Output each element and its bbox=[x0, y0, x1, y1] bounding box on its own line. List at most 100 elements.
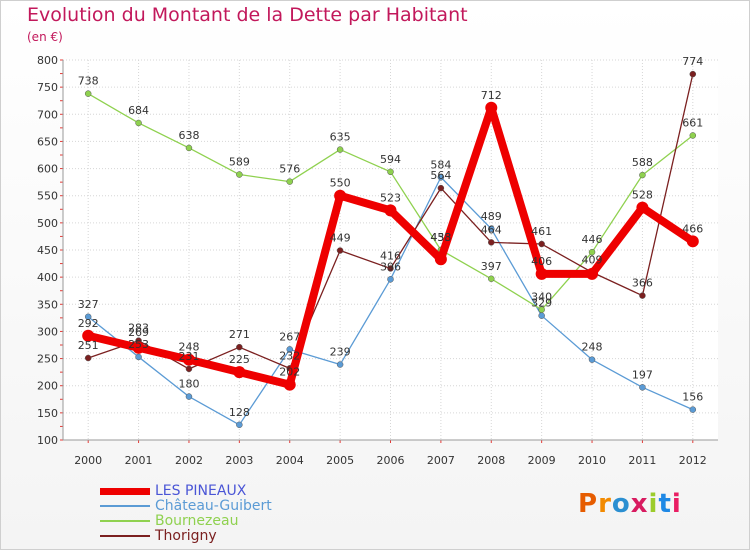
legend-swatch bbox=[100, 488, 150, 495]
legend-label: LES PINEAUX bbox=[155, 483, 247, 499]
legend-label: Château-Guibert bbox=[155, 498, 272, 514]
y-tick-label: 350 bbox=[37, 298, 58, 311]
data-label: 180 bbox=[178, 378, 199, 391]
data-point bbox=[82, 329, 95, 342]
data-point bbox=[639, 292, 646, 299]
x-tick-label: 2010 bbox=[578, 454, 606, 467]
legend-label: Bournezeau bbox=[155, 513, 239, 529]
y-tick-label: 200 bbox=[37, 380, 58, 393]
data-label: 594 bbox=[380, 153, 401, 166]
logo-letter: t bbox=[658, 489, 672, 519]
data-label: 635 bbox=[330, 131, 351, 144]
chart-subtitle: (en €) bbox=[27, 30, 63, 44]
data-point bbox=[236, 343, 243, 351]
data-label: 738 bbox=[78, 75, 99, 88]
data-point bbox=[636, 201, 649, 214]
data-label: 464 bbox=[481, 223, 502, 236]
data-label: 550 bbox=[330, 177, 351, 190]
data-point bbox=[588, 248, 596, 256]
data-label: 446 bbox=[582, 233, 603, 246]
data-label: 239 bbox=[330, 346, 351, 359]
data-label: 584 bbox=[430, 158, 451, 171]
x-tick-label: 2004 bbox=[276, 454, 304, 467]
data-label: 528 bbox=[632, 189, 653, 202]
data-label: 340 bbox=[531, 291, 552, 304]
x-tick-label: 2009 bbox=[528, 454, 556, 467]
data-point bbox=[437, 174, 445, 181]
y-tick-label: 750 bbox=[37, 81, 58, 94]
data-label: 251 bbox=[78, 339, 99, 352]
data-label: 128 bbox=[229, 406, 250, 419]
data-label: 396 bbox=[380, 260, 401, 273]
data-point bbox=[236, 421, 243, 429]
y-tick-label: 700 bbox=[37, 108, 58, 121]
data-label: 433 bbox=[430, 231, 451, 244]
data-label: 231 bbox=[178, 350, 199, 363]
x-tick-label: 2006 bbox=[377, 454, 405, 467]
data-label: 271 bbox=[229, 328, 250, 341]
data-point bbox=[686, 235, 699, 248]
data-label: 156 bbox=[682, 391, 703, 404]
y-tick-label: 250 bbox=[37, 353, 58, 366]
logo-letter: r bbox=[598, 489, 612, 519]
data-point bbox=[387, 168, 394, 176]
logo-letter: P bbox=[578, 489, 599, 519]
data-label: 197 bbox=[632, 368, 653, 381]
data-label: 712 bbox=[481, 89, 502, 102]
data-point bbox=[132, 341, 145, 354]
x-tick-label: 2002 bbox=[175, 454, 203, 467]
data-label: 283 bbox=[128, 322, 149, 335]
data-point bbox=[84, 354, 92, 362]
data-label: 564 bbox=[430, 169, 451, 182]
data-point bbox=[185, 365, 193, 373]
legend-swatch bbox=[100, 505, 150, 507]
data-label: 638 bbox=[178, 129, 199, 142]
data-label: 327 bbox=[78, 298, 99, 311]
data-label: 589 bbox=[229, 156, 250, 169]
data-point bbox=[84, 90, 92, 97]
legend-label: Thorigny bbox=[155, 528, 217, 544]
data-label: 329 bbox=[531, 297, 552, 310]
data-label: 406 bbox=[531, 255, 552, 268]
data-point bbox=[488, 275, 495, 283]
data-point bbox=[182, 353, 195, 366]
data-label: 397 bbox=[481, 260, 502, 273]
proxiti-logo: Proxiti bbox=[578, 489, 682, 519]
legend-swatch bbox=[100, 520, 150, 522]
data-point bbox=[384, 204, 397, 217]
chart-title: Evolution du Montant de la Dette par Hab… bbox=[27, 4, 468, 26]
data-label: 449 bbox=[330, 232, 351, 245]
y-tick-label: 800 bbox=[37, 54, 58, 67]
data-point bbox=[588, 356, 596, 363]
y-tick-label: 500 bbox=[37, 217, 58, 230]
data-point bbox=[387, 276, 394, 283]
data-label: 588 bbox=[632, 156, 653, 169]
data-label: 461 bbox=[531, 225, 552, 238]
data-point bbox=[437, 184, 445, 192]
data-label: 774 bbox=[682, 55, 703, 68]
data-point bbox=[586, 267, 599, 280]
x-tick-label: 2012 bbox=[679, 454, 707, 467]
data-label: 269 bbox=[128, 326, 149, 339]
logo-letter: o bbox=[611, 489, 631, 519]
data-point bbox=[488, 225, 495, 233]
data-point bbox=[639, 384, 646, 391]
data-point bbox=[639, 171, 646, 179]
data-point bbox=[488, 239, 495, 246]
data-label: 523 bbox=[380, 191, 401, 204]
data-label: 366 bbox=[632, 277, 653, 290]
data-label: 489 bbox=[481, 210, 502, 223]
x-tick-label: 2008 bbox=[477, 454, 505, 467]
x-tick-label: 2001 bbox=[125, 454, 153, 467]
data-label: 409 bbox=[582, 253, 603, 266]
x-tick-label: 2011 bbox=[628, 454, 656, 467]
data-point bbox=[283, 378, 296, 391]
data-point bbox=[286, 178, 293, 185]
data-point bbox=[689, 406, 697, 413]
data-point bbox=[485, 101, 498, 114]
data-label: 253 bbox=[128, 338, 149, 351]
data-label: 416 bbox=[380, 249, 401, 262]
x-tick-label: 2000 bbox=[74, 454, 102, 467]
data-point bbox=[185, 393, 193, 400]
data-label: 661 bbox=[682, 116, 703, 129]
